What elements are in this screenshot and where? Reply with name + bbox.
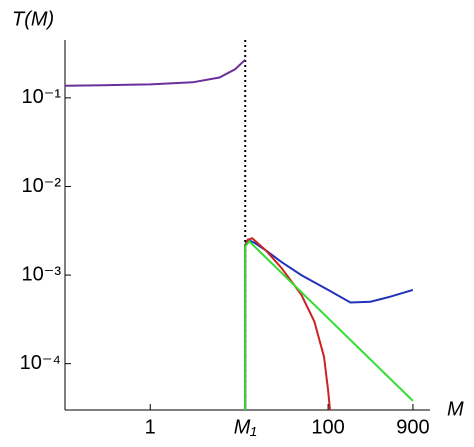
y-axis-label: T(M) (12, 8, 54, 30)
y-tick-label: 10⁻¹ (22, 86, 62, 108)
x-axis-label: M (447, 398, 464, 420)
line (244, 239, 414, 410)
x-tick-label: 900 (396, 416, 429, 438)
x-tick-label: 100 (311, 416, 344, 438)
x-tick-label: M₁ (234, 416, 257, 438)
line (244, 238, 414, 410)
line (64, 58, 246, 87)
y-tick-label: 10⁻⁴ (20, 352, 61, 374)
y-tick-label: 10⁻³ (22, 263, 62, 285)
line (244, 237, 331, 411)
x-tick-label: 1 (145, 416, 156, 438)
y-tick-label: 10⁻² (22, 175, 62, 197)
